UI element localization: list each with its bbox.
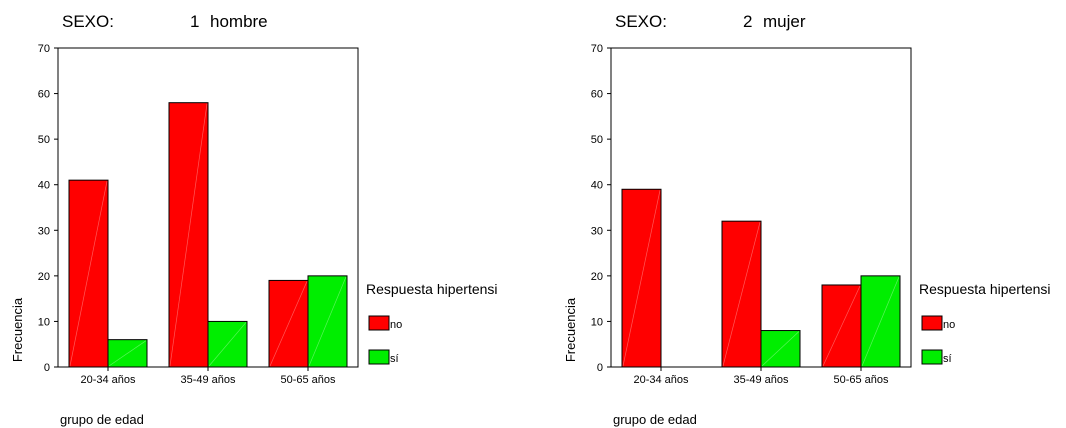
y-axis-label: Frecuencia [563,297,578,362]
title-value: mujer [763,12,806,31]
bar-shade-line [108,340,147,367]
bar-no [68,179,109,368]
legend-entry-no: no [390,319,402,331]
bar-shade-line [722,222,761,367]
y-tick-label: 70 [38,43,50,55]
legend-swatch-no [921,315,943,331]
bar-shade-line [622,190,661,367]
chart-panel-hombre: SEXO: 1 hombre 0 10 20 30 40 50 60 70 20-34 años 35… [10,12,498,427]
y-tick-label: 40 [591,180,603,192]
title-code: 1 [190,12,200,31]
bar-chart-mujer: 0 10 20 30 40 50 60 70 20-34 años 35-49 años 50-65… [563,43,1051,427]
legend-title: Respuesta hipertensi [366,281,498,297]
y-tick-label: 0 [597,362,603,374]
bar-shade-line [308,276,347,367]
y-tick-label: 10 [38,316,50,328]
title-label: SEXO: [62,12,114,31]
legend-swatch-si [368,349,390,365]
y-tick-label: 70 [591,43,603,55]
x-tick-label: 35-49 años [180,374,236,386]
panel-title: SEXO: 2 mujer [615,12,806,32]
title-code: 2 [743,12,753,31]
y-tick-label: 20 [591,271,603,283]
y-tick-label: 30 [38,225,50,237]
legend-swatch-no [368,315,390,331]
title-value: hombre [210,12,268,31]
bar-no [168,102,209,368]
x-tick-label: 20-34 años [80,374,136,386]
x-tick-label: 20-34 años [633,374,689,386]
bar-si [307,275,348,368]
bar-si [107,339,148,368]
y-tick-label: 50 [38,134,50,146]
y-tick-label: 50 [591,134,603,146]
bar-no [721,220,762,368]
y-tick-label: 0 [44,362,50,374]
bar-shade-line [822,285,861,367]
bar-shade-line [208,322,247,367]
bar-no [268,279,309,368]
bar-si [760,330,801,368]
y-tick-label: 10 [591,316,603,328]
bar-shade-line [169,103,208,367]
y-tick-label: 60 [591,89,603,101]
legend-entry-si: sí [390,353,399,365]
y-axis-label: Frecuencia [10,297,25,362]
chart-panel-mujer: SEXO: 2 mujer 0 10 20 30 40 50 60 70 20-34 años 35-… [553,0,1066,428]
bar-si [860,275,901,368]
legend-swatch-si [921,349,943,365]
title-label: SEXO: [615,12,667,31]
x-tick-label: 50-65 años [280,374,336,386]
legend-title: Respuesta hipertensi [919,281,1051,297]
bar-shade-line [269,281,308,367]
bar-no [821,284,862,368]
bar-no [621,188,662,368]
bar-shade-line [69,181,108,367]
legend-entry-si: sí [943,353,952,365]
bar-shade-line [761,331,800,367]
x-tick-label: 50-65 años [833,374,889,386]
y-tick-label: 30 [591,225,603,237]
bar-shade-line [861,276,900,367]
legend-entry-no: no [943,319,955,331]
panel-title: SEXO: 1 hombre [62,12,268,32]
x-axis-label: grupo de edad [60,412,144,427]
x-axis-label: grupo de edad [613,412,697,427]
y-tick-label: 40 [38,180,50,192]
y-tick-label: 20 [38,271,50,283]
x-tick-label: 35-49 años [733,374,789,386]
bar-chart-hombre: 0 10 20 30 40 50 60 70 20-34 años 35-49 años 50-65… [10,43,498,427]
y-tick-label: 60 [38,89,50,101]
bar-si [207,320,248,368]
